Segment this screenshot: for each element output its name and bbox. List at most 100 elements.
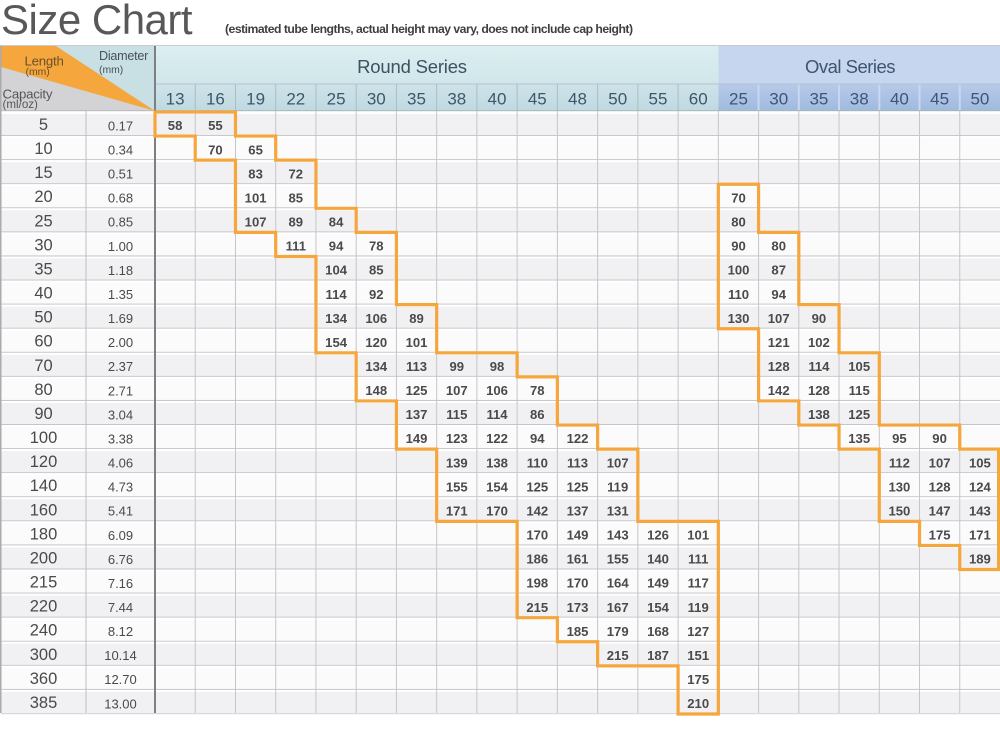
svg-text:98: 98 (490, 359, 505, 374)
svg-text:30: 30 (769, 90, 788, 109)
svg-text:40: 40 (890, 90, 909, 109)
svg-text:135: 135 (848, 431, 870, 446)
svg-text:113: 113 (406, 359, 427, 374)
svg-text:10.14: 10.14 (104, 648, 137, 663)
svg-text:110: 110 (527, 455, 548, 470)
svg-text:179: 179 (607, 624, 629, 639)
svg-text:45: 45 (930, 90, 949, 109)
svg-text:50: 50 (970, 90, 989, 109)
svg-text:90: 90 (932, 431, 947, 446)
svg-text:127: 127 (687, 624, 709, 639)
svg-text:90: 90 (731, 239, 746, 254)
svg-text:(ml/oz): (ml/oz) (3, 98, 39, 111)
svg-text:4.73: 4.73 (108, 480, 133, 495)
svg-text:102: 102 (808, 335, 830, 350)
svg-text:117: 117 (688, 576, 709, 591)
svg-text:107: 107 (929, 455, 951, 470)
svg-text:70: 70 (731, 190, 746, 205)
svg-text:149: 149 (567, 528, 589, 543)
svg-text:Size Chart: Size Chart (1, 0, 193, 43)
svg-text:154: 154 (325, 335, 348, 350)
svg-text:130: 130 (728, 311, 750, 326)
svg-text:35: 35 (34, 260, 52, 278)
svg-text:40: 40 (34, 285, 52, 303)
svg-text:143: 143 (969, 503, 991, 518)
svg-text:161: 161 (567, 552, 589, 567)
svg-text:140: 140 (647, 552, 669, 567)
svg-text:55: 55 (208, 118, 223, 133)
svg-text:111: 111 (286, 239, 306, 254)
svg-text:92: 92 (369, 287, 384, 302)
svg-text:(estimated tube lengths, actua: (estimated tube lengths, actual height m… (225, 22, 633, 36)
svg-text:128: 128 (768, 359, 790, 374)
svg-text:119: 119 (607, 479, 628, 494)
svg-text:30: 30 (34, 236, 52, 254)
svg-text:13: 13 (166, 90, 185, 109)
svg-text:215: 215 (526, 600, 548, 615)
svg-text:45: 45 (528, 90, 547, 109)
svg-text:8.12: 8.12 (108, 624, 133, 639)
svg-text:78: 78 (530, 383, 545, 398)
svg-text:189: 189 (969, 552, 991, 567)
svg-text:110: 110 (728, 287, 749, 302)
svg-text:215: 215 (607, 648, 629, 663)
svg-text:173: 173 (567, 600, 589, 615)
svg-text:148: 148 (365, 383, 387, 398)
svg-text:111: 111 (688, 552, 708, 567)
svg-text:139: 139 (446, 455, 468, 470)
svg-text:122: 122 (486, 431, 508, 446)
svg-text:105: 105 (969, 455, 991, 470)
svg-text:106: 106 (365, 311, 387, 326)
svg-text:25: 25 (34, 212, 52, 230)
svg-text:240: 240 (30, 622, 58, 640)
svg-text:164: 164 (607, 576, 630, 591)
svg-text:20: 20 (34, 188, 52, 206)
svg-text:Capacity: Capacity (3, 86, 53, 101)
svg-text:101: 101 (687, 528, 709, 543)
svg-text:142: 142 (526, 503, 548, 518)
svg-text:128: 128 (808, 383, 830, 398)
svg-text:114: 114 (486, 407, 508, 422)
svg-text:0.51: 0.51 (108, 167, 133, 182)
svg-text:30: 30 (367, 90, 386, 109)
svg-text:87: 87 (771, 263, 786, 278)
svg-text:80: 80 (771, 239, 786, 254)
svg-text:5.41: 5.41 (108, 504, 133, 519)
svg-text:(mm): (mm) (26, 67, 50, 78)
svg-text:48: 48 (568, 90, 587, 109)
svg-text:100: 100 (30, 429, 58, 447)
svg-text:50: 50 (34, 309, 52, 327)
svg-text:134: 134 (325, 311, 348, 326)
svg-text:Oval Series: Oval Series (805, 56, 895, 77)
svg-text:120: 120 (30, 453, 58, 471)
svg-text:115: 115 (446, 407, 467, 422)
svg-text:80: 80 (731, 215, 746, 230)
svg-text:107: 107 (768, 311, 790, 326)
svg-text:86: 86 (530, 407, 545, 422)
svg-text:160: 160 (30, 501, 58, 519)
svg-text:107: 107 (245, 215, 267, 230)
svg-text:0.68: 0.68 (108, 191, 133, 206)
svg-text:123: 123 (446, 431, 468, 446)
svg-text:72: 72 (289, 166, 304, 181)
svg-text:220: 220 (30, 598, 58, 616)
svg-text:168: 168 (647, 624, 669, 639)
svg-text:106: 106 (486, 383, 508, 398)
svg-text:107: 107 (446, 383, 468, 398)
svg-text:6.76: 6.76 (108, 552, 133, 567)
svg-text:1.35: 1.35 (108, 287, 133, 302)
svg-text:130: 130 (888, 479, 910, 494)
svg-text:0.17: 0.17 (108, 118, 133, 133)
svg-text:50: 50 (608, 90, 627, 109)
svg-text:122: 122 (567, 431, 589, 446)
svg-text:119: 119 (688, 600, 709, 615)
svg-text:0.85: 0.85 (108, 215, 133, 230)
svg-text:Round Series: Round Series (357, 56, 467, 77)
svg-text:142: 142 (768, 383, 790, 398)
svg-text:151: 151 (687, 648, 709, 663)
svg-text:65: 65 (248, 142, 263, 157)
svg-text:121: 121 (768, 335, 790, 350)
svg-text:300: 300 (30, 646, 58, 664)
svg-text:185: 185 (567, 624, 589, 639)
svg-text:60: 60 (34, 333, 52, 351)
